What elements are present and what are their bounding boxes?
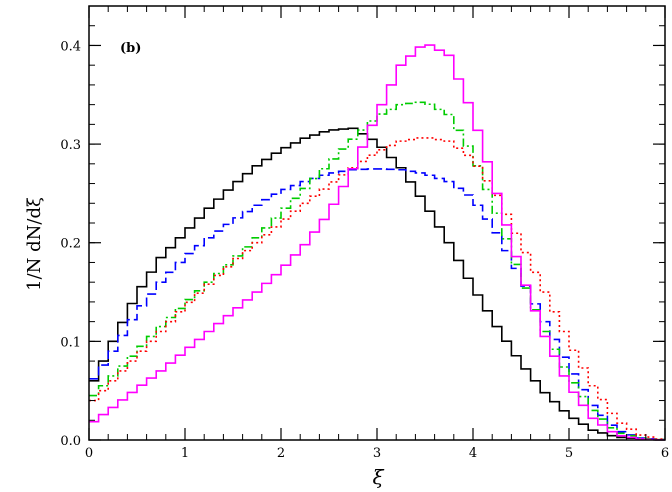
x-tick-label: 4 [469,446,477,461]
x-tick-label: 2 [277,446,285,461]
y-tick-label: 0.3 [60,138,81,153]
y-axis-label: 1/N dN/dξ [24,197,45,291]
series-line-2 [89,168,665,441]
y-tick-label: 0.1 [60,335,81,350]
x-axis-label: ξ [372,465,384,489]
panel-label: (b) [120,41,141,56]
x-tick-label: 6 [661,446,669,461]
series-line-4 [89,137,665,440]
series-line-1 [89,127,665,441]
y-tick-label: 0.4 [60,39,81,54]
series-layer [89,44,665,441]
x-tick-label: 1 [181,446,189,461]
x-tick-label: 0 [85,446,93,461]
series-line-5 [89,44,665,441]
y-tick-label: 0.0 [60,434,81,449]
x-tick-label: 5 [565,446,573,461]
x-tick-label: 3 [373,446,381,461]
y-tick-label: 0.2 [60,237,81,252]
ticks-layer: 0 1 2 3 4 5 6 0.0 0.1 0.2 0.3 0.4 [60,5,669,461]
